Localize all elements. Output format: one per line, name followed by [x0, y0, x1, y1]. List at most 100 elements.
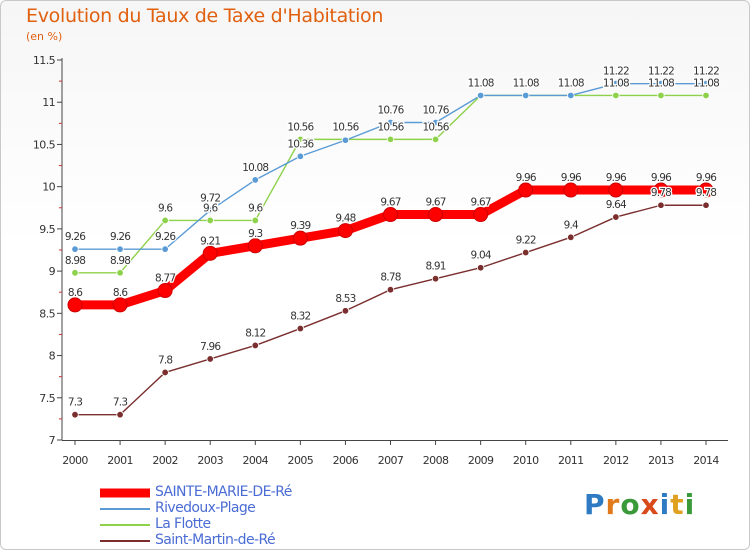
- data-label: 7.96: [200, 341, 221, 353]
- data-point: [116, 245, 124, 253]
- data-label: 11.22: [693, 66, 719, 78]
- data-point: [296, 135, 305, 144]
- data-label: 7.3: [68, 397, 82, 409]
- data-point: [161, 216, 169, 225]
- data-label: 9.72: [200, 192, 220, 204]
- data-label: 9.6: [203, 202, 218, 214]
- data-label: 11.08: [693, 77, 719, 89]
- data-point: [563, 182, 579, 198]
- data-label: 9.96: [516, 172, 537, 184]
- data-point: [608, 182, 624, 198]
- data-point: [112, 297, 128, 313]
- data-label: 10.56: [377, 121, 404, 133]
- y-tick-label: 9.5: [39, 223, 55, 236]
- data-label: 10.56: [332, 121, 359, 133]
- logo-letter: i: [684, 488, 696, 521]
- data-label: 8.98: [65, 255, 85, 267]
- data-label: 10.55: [332, 122, 358, 134]
- data-label: 8.12: [245, 327, 265, 339]
- y-tick-label: 8.5: [39, 307, 55, 320]
- data-label: 7.3: [113, 397, 127, 409]
- legend-label: Rivedoux-Plage: [155, 500, 256, 516]
- data-label: 10.56: [287, 121, 314, 133]
- data-point: [698, 182, 714, 198]
- data-label: 8.32: [290, 311, 310, 323]
- data-label: 9.78: [651, 187, 671, 199]
- data-point: [116, 410, 124, 419]
- data-point: [161, 368, 169, 377]
- data-point: [116, 269, 124, 277]
- data-point: [431, 275, 440, 283]
- x-tick-label: 2006: [333, 454, 359, 467]
- x-tick-label: 2000: [62, 454, 88, 467]
- chart-subtitle: (en %): [26, 30, 63, 43]
- data-point: [251, 341, 259, 350]
- data-point: [337, 223, 353, 239]
- x-tick-label: 2002: [152, 454, 178, 467]
- legend-label: La Flotte: [155, 516, 211, 532]
- data-label: 11.08: [558, 77, 584, 89]
- x-tick-label: 2001: [107, 454, 133, 467]
- data-point: [71, 269, 79, 277]
- data-label: 9.78: [696, 187, 716, 199]
- data-label: 9.26: [65, 231, 86, 243]
- data-label: 8.53: [335, 293, 355, 305]
- y-tick-label: 7.5: [39, 392, 55, 405]
- data-point: [157, 283, 173, 299]
- data-label: 10.08: [242, 162, 268, 174]
- data-point: [522, 248, 530, 257]
- x-tick-label: 2004: [242, 454, 268, 467]
- data-point: [202, 245, 218, 261]
- logo-letter: i: [659, 488, 671, 521]
- y-tick-label: 10.5: [33, 138, 56, 151]
- legend-swatch: [100, 540, 150, 542]
- legend-label: SAINTE-MARIE-DE-Ré: [155, 484, 292, 500]
- data-label: 11.08: [468, 77, 494, 89]
- data-point: [612, 91, 620, 100]
- data-point: [702, 79, 710, 88]
- data-point: [473, 207, 489, 223]
- data-point: [657, 79, 665, 88]
- legend-swatch: [100, 508, 150, 510]
- data-label: 11.08: [513, 77, 539, 89]
- data-point: [702, 201, 710, 209]
- data-label: 9.96: [561, 172, 582, 184]
- x-tick-label: 2007: [378, 454, 404, 467]
- data-label: 8.98: [110, 255, 130, 267]
- data-label: 7.8: [158, 354, 172, 366]
- data-point: [612, 213, 620, 221]
- data-point: [67, 297, 83, 313]
- data-label: 10.56: [423, 121, 450, 133]
- data-label: 8.6: [68, 287, 83, 299]
- legend-label: Saint-Martin-de-Ré: [155, 532, 276, 548]
- logo-letter: t: [670, 488, 685, 521]
- data-label: 9.96: [606, 172, 627, 184]
- data-label: 9.04: [471, 250, 492, 262]
- data-label: 9.4: [564, 219, 579, 231]
- data-point: [161, 245, 169, 253]
- data-label: 9.3: [248, 228, 262, 240]
- y-tick-label: 9: [49, 265, 56, 278]
- data-point: [702, 91, 710, 100]
- data-point: [247, 238, 263, 254]
- data-point: [341, 136, 350, 144]
- data-point: [653, 182, 669, 198]
- data-label: 8.6: [113, 287, 128, 299]
- x-tick-label: 2012: [603, 454, 629, 467]
- y-tick-label: 7: [49, 434, 56, 447]
- data-point: [428, 207, 444, 223]
- data-point: [206, 206, 214, 215]
- data-point: [431, 135, 440, 144]
- x-tick-label: 2005: [288, 454, 314, 467]
- data-point: [518, 182, 534, 198]
- data-point: [657, 91, 665, 100]
- data-point: [476, 264, 485, 272]
- data-label: 8.77: [155, 273, 175, 285]
- data-point: [251, 216, 259, 225]
- y-tick-label: 8: [49, 350, 56, 363]
- data-label: 10.76: [423, 104, 450, 116]
- data-label: 11.22: [648, 66, 674, 78]
- data-label: 9.64: [606, 199, 627, 211]
- data-label: 9.67: [380, 197, 400, 209]
